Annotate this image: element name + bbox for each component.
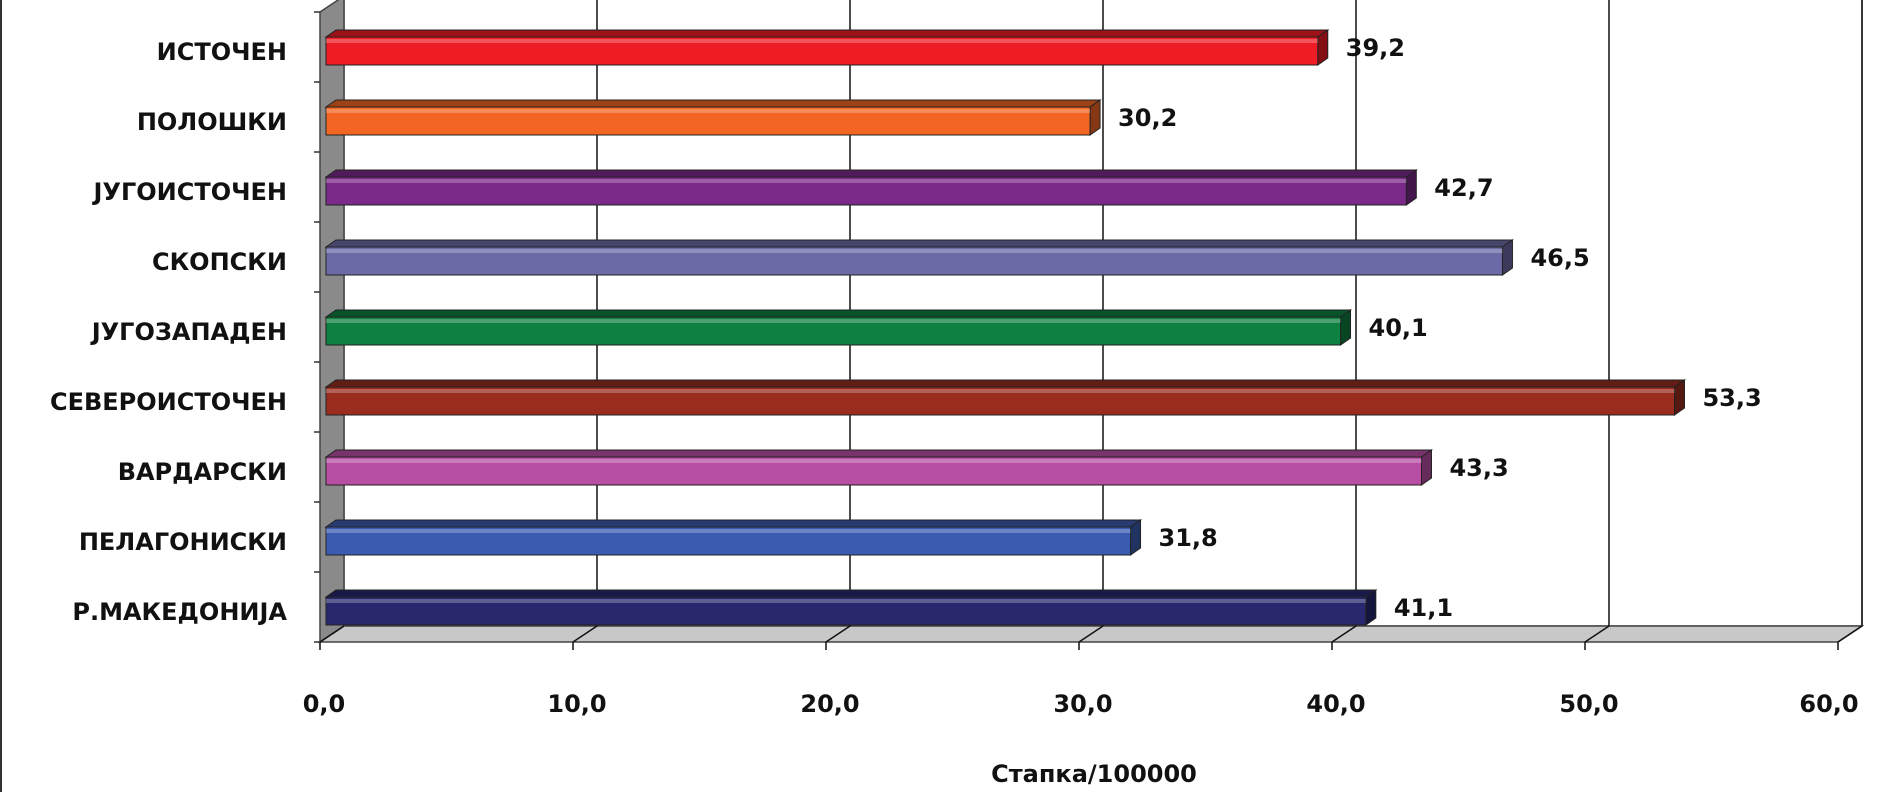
floor-gridline (1837, 625, 1863, 643)
category-label: ЈУГОИСТОЧЕН (92, 178, 287, 206)
bar-front-face (325, 316, 1342, 346)
value-label: 40,1 (1369, 314, 1428, 342)
x-axis-title: Стапка/100000 (991, 760, 1197, 788)
bar (324, 29, 1330, 66)
bar-top-face (324, 379, 1687, 388)
bar-top-face (324, 99, 1102, 108)
bar-highlight (326, 39, 1318, 43)
bar (324, 239, 1515, 276)
bar-front-face (325, 176, 1407, 206)
bar-front-face (325, 596, 1367, 626)
value-label: 53,3 (1702, 384, 1761, 412)
bar (324, 519, 1143, 556)
floor-gridline (825, 625, 851, 643)
floor-gridline (319, 625, 345, 643)
floor-gridline (1078, 625, 1104, 643)
bar-front-face (325, 456, 1422, 486)
category-label: ЈУГОЗАПАДЕН (90, 318, 287, 346)
value-label: 31,8 (1159, 524, 1218, 552)
x-tick-label: 50,0 (1559, 690, 1618, 718)
tick-labels: 0,0 10,0 20,0 30,0 40,0 50,0 60,0 (303, 690, 1859, 718)
category-label: СЕВЕРОИСТОЧЕН (50, 388, 287, 416)
bar-top-face (324, 589, 1378, 598)
category-label: Р.МАКЕДОНИЈА (72, 598, 287, 626)
bar-top-face (324, 29, 1330, 38)
value-label: 41,1 (1394, 594, 1453, 622)
value-label: 30,2 (1118, 104, 1177, 132)
bar-highlight (326, 459, 1422, 463)
bar-front-face (325, 386, 1675, 416)
category-label: СКОПСКИ (152, 248, 287, 276)
bar-top-face (324, 309, 1353, 318)
bar-top-face (324, 449, 1434, 458)
floor-gridline (1584, 625, 1610, 643)
value-label: 39,2 (1346, 34, 1405, 62)
x-tick-label: 10,0 (547, 690, 606, 718)
bar-front-face (325, 106, 1091, 136)
bar-highlight (326, 249, 1503, 253)
bar-front-face (325, 246, 1503, 276)
category-label: ВАРДАРСКИ (118, 458, 287, 486)
bars (324, 29, 1687, 626)
bar-front-face (325, 36, 1319, 66)
bar-top-face (324, 519, 1143, 528)
bar (324, 379, 1687, 416)
bar-highlight (326, 319, 1341, 323)
bar-highlight (326, 179, 1407, 183)
bar-front-face (325, 526, 1132, 556)
category-labels: ИСТОЧЕН ПОЛОШКИ ЈУГОИСТОЧЕН СКОПСКИ ЈУГОЗАПА… (50, 38, 287, 626)
x-tick-label: 0,0 (303, 690, 346, 718)
value-labels: 39,2 30,2 42,7 46,5 40,1 53,3 43,3 31,8 41,1 (1118, 34, 1762, 622)
bar (324, 99, 1102, 136)
bar (324, 449, 1434, 486)
x-tick-label: 20,0 (800, 690, 859, 718)
value-label: 42,7 (1434, 174, 1493, 202)
category-label: ПЕЛАГОНИСКИ (79, 528, 287, 556)
bar (324, 309, 1353, 346)
x-tick-label: 60,0 (1799, 690, 1858, 718)
floor-gridline (572, 625, 598, 643)
bar-highlight (326, 109, 1091, 113)
category-label: ИСТОЧЕН (157, 38, 287, 66)
value-label: 43,3 (1449, 454, 1508, 482)
bar-top-face (324, 169, 1418, 178)
bar (324, 589, 1378, 626)
floor-gridline (1331, 625, 1357, 643)
value-label: 46,5 (1530, 244, 1589, 272)
bar (324, 169, 1418, 206)
category-label: ПОЛОШКИ (137, 108, 287, 136)
bar-top-face (324, 239, 1515, 248)
x-tick-label: 40,0 (1306, 690, 1365, 718)
bar-highlight (326, 529, 1131, 533)
bar-highlight (326, 389, 1675, 393)
bar-highlight (326, 599, 1366, 603)
x-tick-label: 30,0 (1053, 690, 1112, 718)
